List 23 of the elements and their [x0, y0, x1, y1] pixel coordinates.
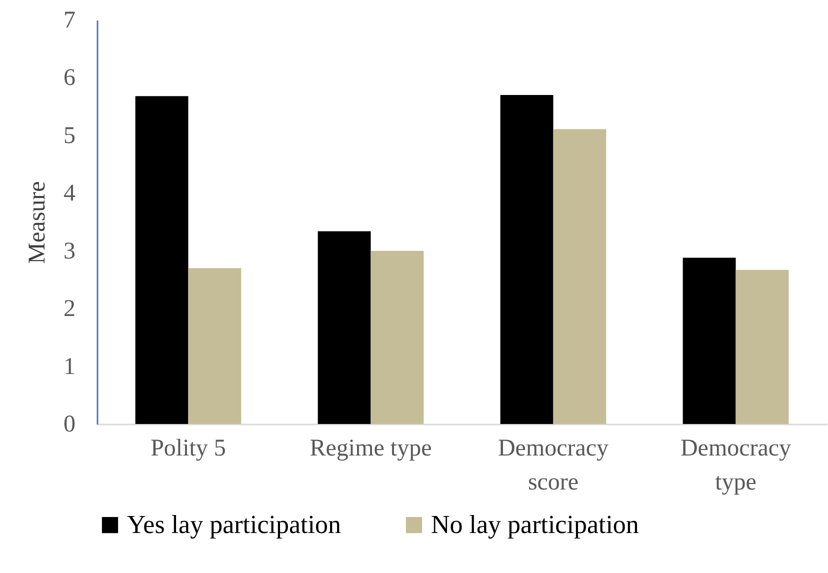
bar	[500, 95, 554, 424]
y-axis-title: Measure	[24, 181, 50, 264]
y-tick-label: 3	[64, 238, 76, 264]
y-tick-label: 2	[64, 296, 76, 322]
x-tick-label: Polity 5	[150, 436, 226, 462]
bar	[370, 250, 424, 424]
bar	[188, 268, 242, 424]
bar	[682, 258, 736, 424]
y-tick-label: 7	[64, 8, 76, 34]
bar	[553, 129, 606, 424]
bar	[318, 231, 371, 424]
x-tick-label: Regime type	[310, 436, 432, 462]
y-tick-label: 5	[64, 122, 76, 149]
legend-label: Yes lay participation	[127, 510, 341, 539]
bar	[135, 96, 188, 424]
legend-label: No lay participation	[431, 510, 639, 539]
x-tick-label: Democracy type	[680, 436, 792, 496]
y-tick-label: 1	[64, 354, 76, 380]
y-tick-label: 0	[64, 412, 76, 438]
y-tick-label: 4	[64, 180, 76, 207]
x-tick-label: Democracy score	[498, 436, 609, 496]
bar	[736, 270, 789, 424]
y-tick-label: 6	[64, 65, 76, 92]
